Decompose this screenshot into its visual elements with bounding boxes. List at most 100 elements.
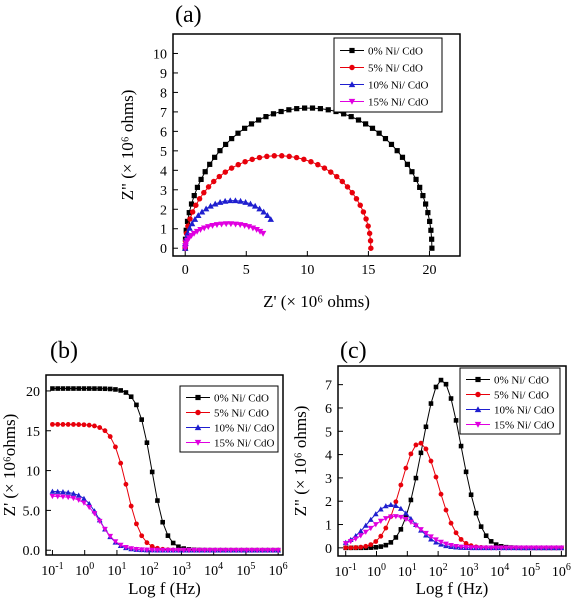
panel-a-data-point (222, 221, 230, 228)
panel-a-data-point (212, 154, 218, 160)
panel-c-data-point (473, 510, 479, 516)
panel-a-y-tick-label: 2 (160, 203, 167, 218)
panel-c-data-point (493, 542, 499, 547)
panel-c-x-axis-title: Log f (Hz) (416, 579, 489, 598)
panel-b-series-line (52, 495, 279, 551)
panel-a-plot-frame (172, 33, 461, 257)
panel-c-data-point (377, 506, 384, 512)
panel-c-data-point (348, 545, 354, 551)
panel-a-y-tick-label: 10 (153, 47, 167, 62)
panel-a-data-point (196, 196, 203, 202)
panel-a-data-point (357, 202, 363, 208)
panel-a-data-point (227, 221, 235, 228)
panel-a-x-axis-title: Z' (× 10⁶ ohms) (263, 292, 370, 311)
panel-b-y-tick-label: 5.0 (23, 504, 41, 519)
panel-a-data-point (193, 202, 199, 208)
panel-b-x-tick-label: 106 (269, 561, 288, 579)
panel-a-data-point (366, 230, 373, 237)
panel-b-data-point (50, 421, 55, 427)
panel-b-data-point (107, 386, 113, 392)
panel-c-plot-frame (337, 365, 567, 557)
panel-a-data-point (218, 221, 225, 228)
panel-b-data-point (149, 469, 155, 475)
panel-a-data-point (302, 105, 308, 111)
panel-c-data-point (433, 384, 439, 390)
panel-a-data-point (409, 169, 415, 175)
panel-b-data-point (107, 533, 114, 540)
panel-c-data-point (458, 544, 464, 550)
panel-b-data-point (144, 547, 150, 553)
panel-a-legend-entry: 0% Ni/ CdO (368, 46, 423, 58)
panel-c-data-point (533, 545, 540, 551)
panel-a-data-point (190, 230, 198, 237)
panel-b-legend-entry: 0% Ni/ CdO (214, 393, 269, 405)
panel-c-data-point (423, 424, 429, 430)
panel-b-data-point (86, 422, 92, 428)
panel-a-data-point (247, 200, 254, 207)
panel-c-data-point (538, 545, 545, 551)
panel-a-legend-entry: 10% Ni/ CdO (368, 80, 429, 92)
panel-b-legend-marker (195, 409, 201, 416)
panel-b-data-point (76, 422, 82, 427)
panel-b-data-point (102, 526, 108, 533)
panel-b-data-point (71, 386, 76, 391)
panel-b-data-point (170, 547, 177, 554)
panel-c-data-point (423, 446, 429, 452)
panel-c-data-point (368, 542, 374, 548)
panel-b-data-point (91, 511, 98, 517)
panel-a-y-axis-title: Z" (× 10⁶ ohms) (118, 90, 137, 201)
panel-c-data-point (378, 544, 384, 549)
panel-c-data-point (443, 381, 449, 387)
panel-b-data-point (160, 519, 165, 525)
panel-a-data-point (186, 224, 193, 231)
panel-c-data-point (458, 443, 464, 449)
panel-a-y-tick-label: 6 (160, 125, 167, 140)
panel-a-data-point (413, 176, 419, 183)
panel-c-data-point (453, 530, 459, 536)
panel-b-data-point (86, 386, 92, 391)
panel-c-data-point (448, 542, 454, 549)
panel-b-data-point (86, 504, 93, 511)
panel-c-data-point (453, 418, 459, 423)
panel-c-data-point (357, 533, 364, 539)
panel-a-data-point (429, 245, 435, 251)
panel-a-label: (a) (175, 2, 202, 28)
panel-b-data-point (81, 386, 87, 391)
panel-c-data-point (408, 515, 414, 522)
panel-b-plot-frame (45, 374, 284, 556)
panel-c-data-point (383, 525, 389, 531)
panel-c-x-tick-label: 10-1 (335, 562, 357, 580)
panel-a-data-point (325, 107, 331, 113)
panel-a-data-point (382, 135, 389, 142)
panel-c-data-point (408, 497, 414, 503)
panel-b-legend-marker (194, 439, 202, 446)
panel-a-legend-entry: 5% Ni/ CdO (368, 63, 423, 75)
panel-c-data-point (443, 507, 449, 513)
panel-c-data-point (387, 501, 394, 508)
panel-a-data-point (232, 221, 239, 228)
panel-b-data-point (254, 547, 261, 554)
panel-b-data-point (264, 547, 271, 554)
panel-b-x-tick-label: 103 (172, 561, 191, 579)
panel-b-y-tick-label: 10 (26, 465, 40, 480)
panel-b-legend-entry: 15% Ni/ CdO (214, 438, 275, 450)
panel-c-data-point (443, 541, 449, 547)
panel-c-y-tick-label: 2 (325, 495, 332, 510)
panel-b-data-point (71, 422, 76, 427)
panel-b-data-point (118, 460, 124, 466)
panel-b-data-point (70, 490, 77, 496)
panel-a-x-tick-label: 5 (243, 263, 250, 278)
panel-c-legend-marker (475, 376, 481, 383)
panel-c-data-point (408, 451, 414, 457)
panel-c-data-point (463, 544, 469, 551)
panel-a-data-point (363, 121, 369, 127)
panel-c-data-point (428, 458, 434, 464)
panel-a-data-point (209, 222, 216, 229)
panel-a-data-point (216, 198, 224, 205)
panel-c-y-tick-label: 6 (325, 402, 332, 417)
panel-a-data-point (399, 154, 406, 160)
panel-a-data-point (294, 106, 300, 112)
panel-c-data-point (523, 545, 530, 551)
panel-b-data-point (76, 386, 81, 391)
panel-b-data-point (55, 421, 61, 427)
